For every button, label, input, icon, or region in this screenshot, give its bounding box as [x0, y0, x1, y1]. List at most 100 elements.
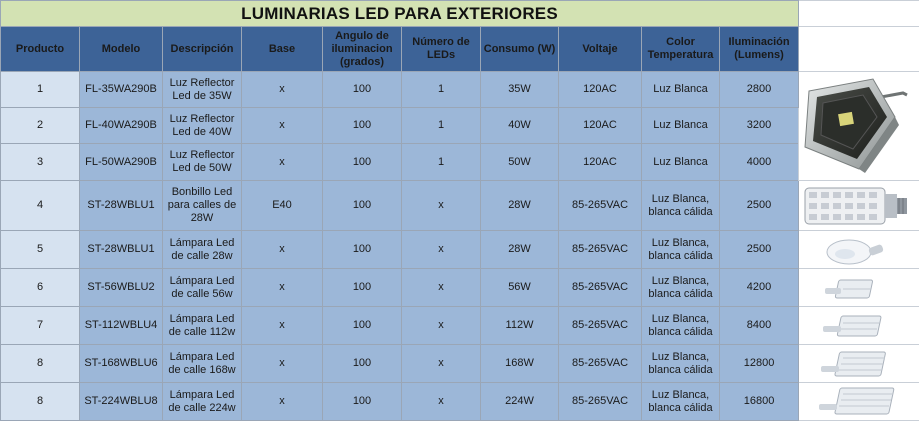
- street-lamp-224w-image: [819, 387, 895, 414]
- header-modelo: Modelo: [79, 26, 163, 72]
- table-row: 5 ST-28WBLU1 Lámpara Led de calle 28w x …: [0, 230, 919, 269]
- cell-leds: x: [401, 268, 481, 307]
- floodlight-image: [804, 78, 908, 173]
- cell-color: Luz Blanca, blanca cálida: [641, 268, 720, 307]
- cell-descripcion: Luz Reflector Led de 40W: [162, 107, 242, 144]
- street-lamp-112w-image: [823, 315, 882, 336]
- header-descripcion: Descripción: [162, 26, 242, 72]
- table-row: 2 FL-40WA290B Luz Reflector Led de 40W x…: [0, 107, 919, 144]
- cell-angulo: 100: [322, 143, 402, 181]
- cell-lumens: 2500: [718, 230, 800, 269]
- cell-consumo: 28W: [480, 180, 559, 231]
- cell-voltaje: 120AC: [558, 143, 642, 181]
- empty-cell: [798, 26, 919, 72]
- cell-leds: x: [401, 306, 481, 345]
- street-lamp-168w-image: [821, 351, 886, 376]
- cell-lumens: 4200: [718, 268, 800, 307]
- cell-color: Luz Blanca, blanca cálida: [641, 344, 720, 383]
- cell-modelo: FL-40WA290B: [79, 107, 163, 144]
- cell-color: Luz Blanca, blanca cálida: [641, 306, 720, 345]
- cell-consumo: 224W: [480, 382, 559, 421]
- cell-modelo: ST-112WBLU4: [79, 306, 163, 345]
- product-image-cell: [798, 306, 919, 345]
- cell-base: x: [241, 230, 323, 269]
- cell-producto: 4: [0, 180, 80, 231]
- table-row: 7 ST-112WBLU4 Lámpara Led de calle 112w …: [0, 306, 919, 345]
- cell-descripcion: Lámpara Led de calle 56w: [162, 268, 242, 307]
- cell-consumo: 40W: [480, 107, 559, 144]
- cell-lumens: 3200: [718, 107, 800, 144]
- cell-modelo: ST-28WBLU1: [79, 230, 163, 269]
- cell-modelo: ST-224WBLU8: [79, 382, 163, 421]
- led-corn-bulb-image: [804, 187, 908, 224]
- table-title: LUMINARIAS LED PARA EXTERIORES: [0, 0, 800, 27]
- cell-color: Luz Blanca: [641, 143, 720, 181]
- table-row: 4 ST-28WBLU1 Bonbillo Led para calles de…: [0, 180, 919, 231]
- cell-voltaje: 85-265VAC: [558, 230, 642, 269]
- cell-modelo: ST-56WBLU2: [79, 268, 163, 307]
- cell-producto: 1: [0, 71, 80, 108]
- cell-descripcion: Lámpara Led de calle 28w: [162, 230, 242, 269]
- product-image-cell: [798, 344, 919, 383]
- cell-modelo: ST-28WBLU1: [79, 180, 163, 231]
- header-leds: Número de LEDs: [401, 26, 481, 72]
- cell-leds: 1: [401, 71, 481, 108]
- cell-producto: 8: [0, 344, 80, 383]
- cell-lumens: 8400: [718, 306, 800, 345]
- cell-voltaje: 120AC: [558, 107, 642, 144]
- cell-consumo: 168W: [480, 344, 559, 383]
- cell-producto: 6: [0, 268, 80, 307]
- cell-consumo: 112W: [480, 306, 559, 345]
- header-lumens: Iluminación (Lumens): [718, 26, 800, 72]
- table-row: 3 FL-50WA290B Luz Reflector Led de 50W x…: [0, 143, 919, 181]
- cell-voltaje: 120AC: [558, 71, 642, 108]
- cell-consumo: 35W: [480, 71, 559, 108]
- cell-producto: 5: [0, 230, 80, 269]
- product-image-cell: [798, 180, 919, 231]
- cell-lumens: 12800: [718, 344, 800, 383]
- cell-producto: 2: [0, 107, 80, 144]
- table-row: 8 ST-168WBLU6 Lámpara Led de calle 168w …: [0, 344, 919, 383]
- table-row: 6 ST-56WBLU2 Lámpara Led de calle 56w x …: [0, 268, 919, 307]
- cell-producto: 7: [0, 306, 80, 345]
- cell-angulo: 100: [322, 268, 402, 307]
- product-image-cell: [798, 230, 919, 269]
- cell-base: x: [241, 71, 323, 108]
- cell-lumens: 4000: [718, 143, 800, 181]
- cell-base: x: [241, 344, 323, 383]
- cell-base: x: [241, 107, 323, 144]
- cell-angulo: 100: [322, 71, 402, 108]
- cell-voltaje: 85-265VAC: [558, 180, 642, 231]
- header-consumo: Consumo (W): [480, 26, 559, 72]
- cell-base: x: [241, 382, 323, 421]
- header-producto: Producto: [0, 26, 80, 72]
- street-lamp-28w-image: [826, 239, 884, 264]
- cell-consumo: 56W: [480, 268, 559, 307]
- cell-producto: 3: [0, 143, 80, 181]
- cell-producto: 8: [0, 382, 80, 421]
- cell-modelo: FL-50WA290B: [79, 143, 163, 181]
- cell-descripcion: Lámpara Led de calle 224w: [162, 382, 242, 421]
- cell-angulo: 100: [322, 344, 402, 383]
- cell-lumens: 2800: [718, 71, 800, 108]
- cell-consumo: 50W: [480, 143, 559, 181]
- cell-descripcion: Lámpara Led de calle 112w: [162, 306, 242, 345]
- cell-lumens: 2500: [718, 180, 800, 231]
- cell-voltaje: 85-265VAC: [558, 344, 642, 383]
- empty-cell: [798, 0, 919, 27]
- street-lamp-56w-image: [825, 279, 874, 298]
- cell-leds: x: [401, 382, 481, 421]
- cell-leds: 1: [401, 107, 481, 144]
- cell-color: Luz Blanca: [641, 107, 720, 144]
- cell-descripcion: Luz Reflector Led de 50W: [162, 143, 242, 181]
- cell-leds: x: [401, 180, 481, 231]
- cell-modelo: FL-35WA290B: [79, 71, 163, 108]
- product-image-cell: [798, 382, 919, 421]
- cell-base: x: [241, 268, 323, 307]
- cell-leds: x: [401, 344, 481, 383]
- cell-angulo: 100: [322, 230, 402, 269]
- cell-descripcion: Bonbillo Led para calles de 28W: [162, 180, 242, 231]
- cell-voltaje: 85-265VAC: [558, 306, 642, 345]
